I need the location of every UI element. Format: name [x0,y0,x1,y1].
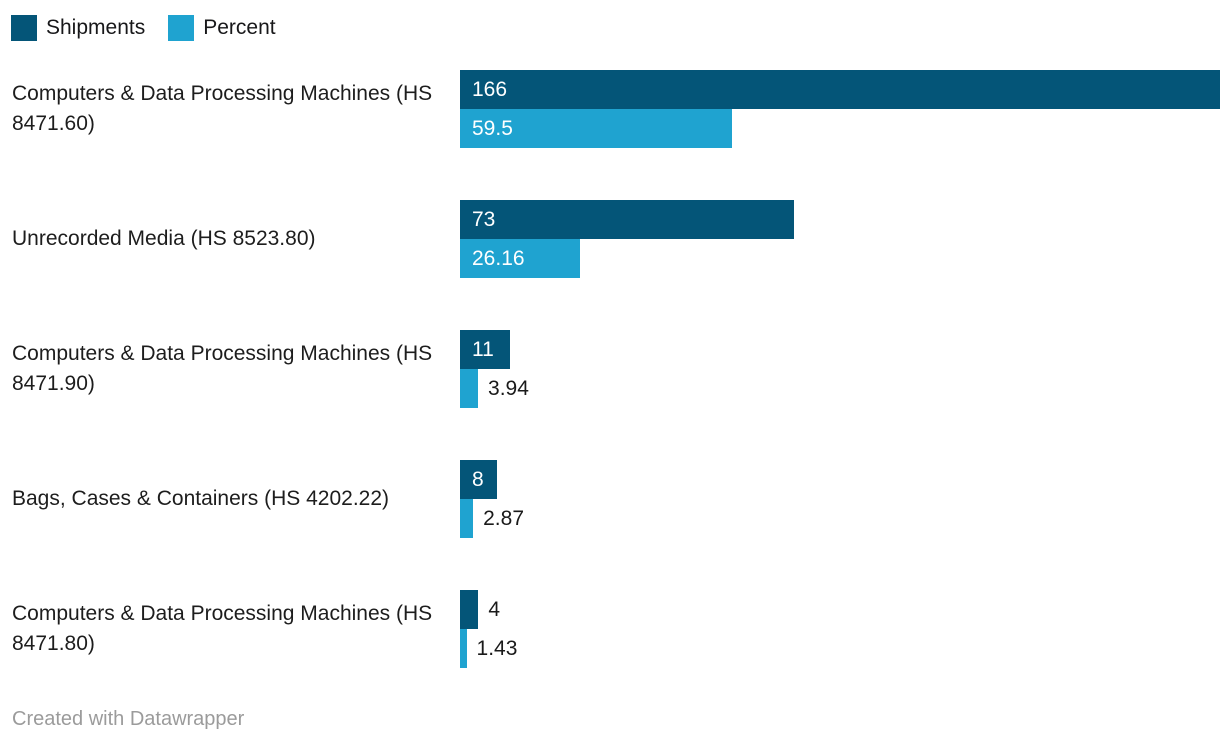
bar-group: 4 1.43 [460,590,1220,668]
category-label: Computers & Data Processing Machines (HS… [12,82,433,135]
chart-row: Computers & Data Processing Machines (HS… [0,330,1220,408]
chart-row: Computers & Data Processing Machines (HS… [0,70,1220,148]
shipments-bar: 4 [460,590,500,629]
percent-value-label: 3.94 [488,376,529,400]
shipments-bar: 73 [460,200,795,239]
bar-group: 11 3.94 [460,330,1220,408]
percent-bar: 1.43 [460,629,517,668]
legend-label-percent: Percent [203,16,276,39]
legend-item-percent: Percent [168,15,276,41]
category-label: Computers & Data Processing Machines (HS… [12,602,433,655]
percent-value-label: 59.5 [472,116,513,140]
datawrapper-attribution-link[interactable]: Created with Datawrapper [12,708,245,730]
percent-bar: 2.87 [460,499,524,538]
bar-group: 166 59.5 [460,70,1220,148]
shipments-color-swatch [11,15,37,41]
shipments-bar: 8 [460,460,497,499]
category-label: Bags, Cases & Containers (HS 4202.22) [12,487,390,510]
shipments-value-label: 8 [472,467,484,491]
shipments-value-label: 73 [472,207,496,231]
shipments-bar: 166 [460,70,1220,109]
percent-bar: 3.94 [460,369,529,408]
percent-value-label: 2.87 [483,506,524,530]
category-label: Computers & Data Processing Machines (HS… [12,342,433,395]
bar-group: 73 26.16 [460,200,1220,278]
chart-row: Bags, Cases & Containers (HS 4202.22) 8 … [0,460,1220,538]
shipments-value-label: 166 [472,77,508,101]
percent-color-swatch [168,15,195,41]
percent-value-label: 26.16 [472,246,525,270]
chart-row: Unrecorded Media (HS 8523.80) 73 26.16 [0,200,1220,278]
bar-rows: Computers & Data Processing Machines (HS… [0,70,1220,668]
chart-row: Computers & Data Processing Machines (HS… [0,590,1220,668]
category-label: Unrecorded Media (HS 8523.80) [12,227,316,250]
shipments-value-label: 4 [488,597,500,621]
shipments-value-label: 11 [472,337,494,361]
percent-bar: 59.5 [460,109,733,148]
legend-item-shipments: Shipments [11,15,145,41]
bar-group: 8 2.87 [460,460,1220,538]
percent-value-label: 1.43 [476,636,518,660]
legend: Shipments Percent [11,15,276,41]
legend-label-shipments: Shipments [46,16,146,39]
percent-bar: 26.16 [460,239,580,278]
shipments-bar: 11 [460,330,511,369]
